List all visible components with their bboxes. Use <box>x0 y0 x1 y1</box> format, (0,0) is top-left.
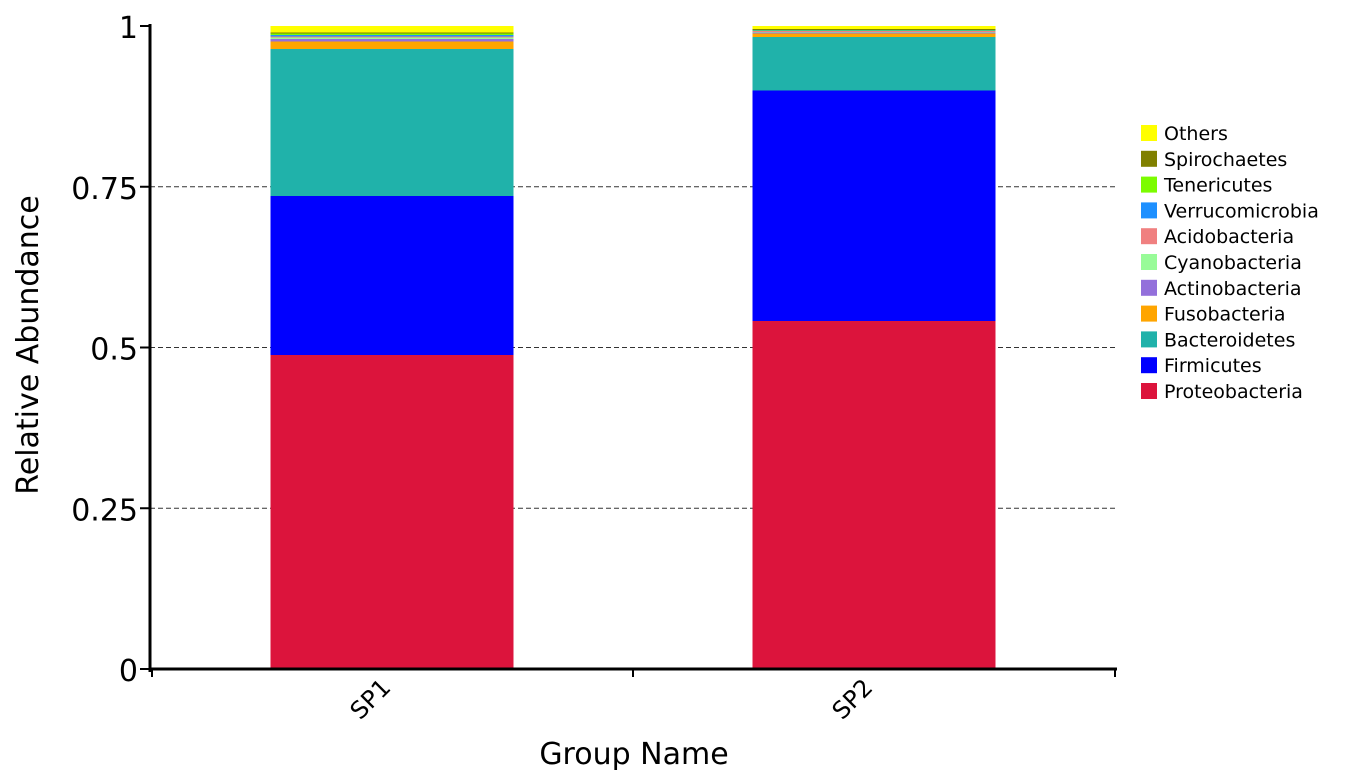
bar-stack-sp2 <box>752 26 996 669</box>
x-axis-ticks: SP1 SP2 <box>151 669 1116 725</box>
legend-item-tenericutes: Tenericutes <box>1141 175 1272 197</box>
legend-item-cyanobacteria: Cyanobacteria <box>1141 252 1302 274</box>
legend-label: Spirochaetes <box>1164 149 1287 171</box>
legend-swatch <box>1141 331 1157 348</box>
bar-segment-proteobacteria <box>270 355 514 669</box>
legend-swatch <box>1141 383 1157 399</box>
bar-segment-fusobacteria <box>270 41 514 50</box>
bar-segment-acidobacteria <box>270 36 514 38</box>
bar-segment-others <box>752 26 996 30</box>
y-tick-label: 1 <box>119 11 138 46</box>
legend-swatch <box>1141 150 1157 167</box>
bar-segment-cyanobacteria <box>270 37 514 39</box>
y-tick-label: 0.75 <box>71 172 138 207</box>
legend-label: Firmicutes <box>1164 355 1262 377</box>
legend-item-others: Others <box>1141 123 1228 145</box>
legend-swatch <box>1141 279 1157 296</box>
bar-segment-spirochaetes <box>752 29 996 30</box>
x-tick-label: SP1 <box>345 673 397 725</box>
bar-segment-cyanobacteria <box>752 31 996 33</box>
bar-segment-verrucomicrobia <box>270 35 514 37</box>
bar-segment-spirochaetes <box>270 32 514 34</box>
legend-swatch <box>1141 228 1157 245</box>
legend-item-verrucomicrobia: Verrucomicrobia <box>1141 200 1319 222</box>
legend-swatch <box>1141 254 1157 270</box>
bars <box>270 26 996 669</box>
y-tick-label: 0.25 <box>71 493 138 528</box>
legend-label: Others <box>1164 123 1228 145</box>
legend-label: Actinobacteria <box>1164 278 1302 300</box>
legend: Others Spirochaetes Tenericutes Verrucomicr… <box>1141 123 1319 403</box>
legend-item-firmicutes: Firmicutes <box>1141 355 1262 377</box>
legend-label: Fusobacteria <box>1164 304 1285 326</box>
bar-segment-proteobacteria <box>752 321 996 669</box>
y-axis-label: Relative Abundance <box>11 195 46 495</box>
bar-segment-acidobacteria <box>752 31 996 32</box>
legend-label: Acidobacteria <box>1164 226 1294 248</box>
bar-segment-actinobacteria <box>270 38 514 42</box>
bar-segment-bacteroidetes <box>752 36 996 91</box>
legend-label: Verrucomicrobia <box>1164 200 1319 222</box>
legend-swatch <box>1141 125 1157 141</box>
legend-label: Bacteroidetes <box>1164 329 1295 351</box>
legend-swatch <box>1141 176 1157 193</box>
legend-item-spirochaetes: Spirochaetes <box>1141 149 1287 171</box>
bar-segment-fusobacteria <box>752 33 996 37</box>
bar-segment-firmicutes <box>270 195 514 356</box>
bar-segment-actinobacteria <box>752 32 996 34</box>
bar-segment-tenericutes <box>270 33 514 36</box>
bar-segment-verrucomicrobia <box>752 30 996 32</box>
legend-item-acidobacteria: Acidobacteria <box>1141 226 1294 248</box>
legend-item-actinobacteria: Actinobacteria <box>1141 278 1302 300</box>
bar-segment-tenericutes <box>752 29 996 31</box>
legend-swatch <box>1141 357 1157 374</box>
legend-item-proteobacteria: Proteobacteria <box>1141 381 1303 403</box>
legend-item-bacteroidetes: Bacteroidetes <box>1141 329 1295 351</box>
legend-label: Tenericutes <box>1163 175 1272 197</box>
bar-stack-sp1 <box>270 26 514 669</box>
bar-segment-others <box>270 26 514 33</box>
legend-swatch <box>1141 202 1157 219</box>
bar-segment-bacteroidetes <box>270 49 514 196</box>
y-axis-ticks: 0 0.25 0.5 0.75 1 <box>71 11 150 689</box>
y-tick-label: 0 <box>119 654 138 689</box>
legend-label: Cyanobacteria <box>1164 252 1302 274</box>
x-axis-label: Group Name <box>539 737 728 770</box>
y-tick-label: 0.5 <box>90 333 138 368</box>
x-tick-label: SP2 <box>827 673 879 725</box>
legend-item-fusobacteria: Fusobacteria <box>1141 304 1285 326</box>
legend-swatch <box>1141 305 1157 322</box>
legend-label: Proteobacteria <box>1164 381 1303 403</box>
bar-segment-firmicutes <box>752 90 996 322</box>
